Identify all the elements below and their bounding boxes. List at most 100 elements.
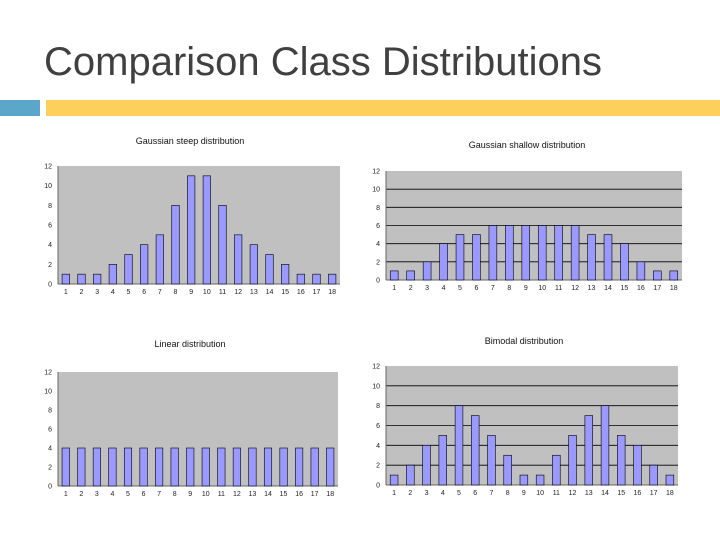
bar: [93, 273, 102, 285]
y-tick-label: 8: [48, 203, 52, 210]
bar: [265, 254, 274, 285]
x-tick-label: 13: [585, 490, 593, 497]
bar: [665, 474, 675, 486]
bar: [201, 447, 210, 487]
bar: [438, 435, 447, 486]
x-tick-label: 17: [653, 285, 661, 292]
bar: [140, 244, 149, 285]
y-tick-label: 12: [44, 164, 52, 171]
bar: [92, 447, 101, 487]
bar: [422, 445, 431, 486]
bar: [328, 273, 337, 285]
bar: [406, 464, 415, 486]
x-tick-label: 12: [569, 490, 577, 497]
bar: [568, 435, 577, 486]
x-tick-label: 14: [266, 289, 274, 296]
bar: [535, 474, 545, 486]
x-tick-label: 8: [174, 289, 178, 296]
plot-area: [58, 166, 340, 284]
x-tick-label: 7: [489, 490, 493, 497]
bar: [312, 273, 321, 285]
x-tick-label: 4: [110, 491, 114, 498]
bar: [234, 234, 243, 285]
x-tick-label: 8: [506, 490, 510, 497]
y-tick-label: 4: [376, 443, 380, 450]
bar: [61, 447, 70, 487]
x-tick-label: 17: [650, 490, 658, 497]
x-tick-label: 18: [666, 490, 674, 497]
x-tick-label: 1: [64, 289, 68, 296]
bar: [406, 270, 415, 281]
x-tick-label: 14: [601, 490, 609, 497]
x-tick-label: 14: [264, 491, 272, 498]
bar: [570, 225, 580, 281]
accent-bar-right: [46, 100, 720, 116]
bar: [108, 264, 117, 285]
bar: [554, 225, 563, 281]
x-tick-label: 6: [142, 289, 146, 296]
x-tick-label: 2: [409, 285, 413, 292]
slide-title: Comparison Class Distributions: [44, 40, 602, 84]
y-tick-label: 10: [44, 183, 52, 190]
bar: [603, 234, 613, 281]
bar: [600, 405, 610, 486]
y-tick-label: 2: [376, 463, 380, 470]
bar: [587, 234, 596, 281]
y-tick-label: 0: [48, 282, 52, 289]
x-tick-label: 10: [202, 491, 210, 498]
x-tick-label: 2: [80, 289, 84, 296]
bar: [77, 273, 86, 285]
bar: [389, 474, 399, 486]
x-tick-label: 15: [281, 289, 289, 296]
bar: [187, 175, 196, 285]
x-tick-label: 18: [670, 285, 678, 292]
x-tick-label: 5: [458, 285, 462, 292]
x-tick-label: 3: [95, 289, 99, 296]
chart-title: Gaussian shallow distribution: [469, 140, 586, 150]
bar: [472, 234, 481, 281]
y-tick-label: 10: [44, 389, 52, 396]
y-tick-label: 0: [376, 278, 380, 285]
y-tick-label: 12: [372, 169, 380, 176]
x-tick-label: 6: [473, 490, 477, 497]
x-tick-label: 16: [634, 490, 642, 497]
bar: [232, 447, 241, 487]
x-tick-label: 17: [311, 491, 319, 498]
y-tick-label: 6: [376, 423, 380, 430]
x-tick-label: 5: [127, 289, 131, 296]
x-tick-label: 12: [571, 285, 579, 292]
x-tick-label: 8: [507, 285, 511, 292]
x-tick-label: 1: [392, 490, 396, 497]
x-tick-label: 7: [157, 491, 161, 498]
x-tick-label: 2: [79, 491, 83, 498]
bar: [537, 225, 547, 281]
bar: [139, 447, 148, 487]
x-tick-label: 9: [188, 491, 192, 498]
y-tick-label: 0: [376, 483, 380, 490]
plot-area: [58, 372, 338, 486]
x-tick-label: 18: [326, 491, 334, 498]
y-tick-label: 4: [376, 241, 380, 248]
bar: [186, 447, 195, 487]
bar: [218, 205, 227, 285]
bar: [552, 454, 561, 486]
bar: [455, 234, 465, 281]
x-tick-label: 5: [126, 491, 130, 498]
x-tick-label: 1: [64, 491, 68, 498]
bar: [471, 415, 480, 486]
x-tick-label: 6: [142, 491, 146, 498]
bar: [636, 261, 646, 281]
x-tick-label: 14: [604, 285, 612, 292]
x-tick-label: 16: [637, 285, 645, 292]
y-tick-label: 4: [48, 242, 52, 249]
bar: [281, 264, 290, 285]
bar: [439, 243, 448, 281]
y-tick-label: 2: [48, 465, 52, 472]
bar: [521, 225, 531, 281]
x-tick-label: 10: [536, 490, 544, 497]
bar: [171, 205, 180, 285]
x-tick-label: 1: [392, 285, 396, 292]
